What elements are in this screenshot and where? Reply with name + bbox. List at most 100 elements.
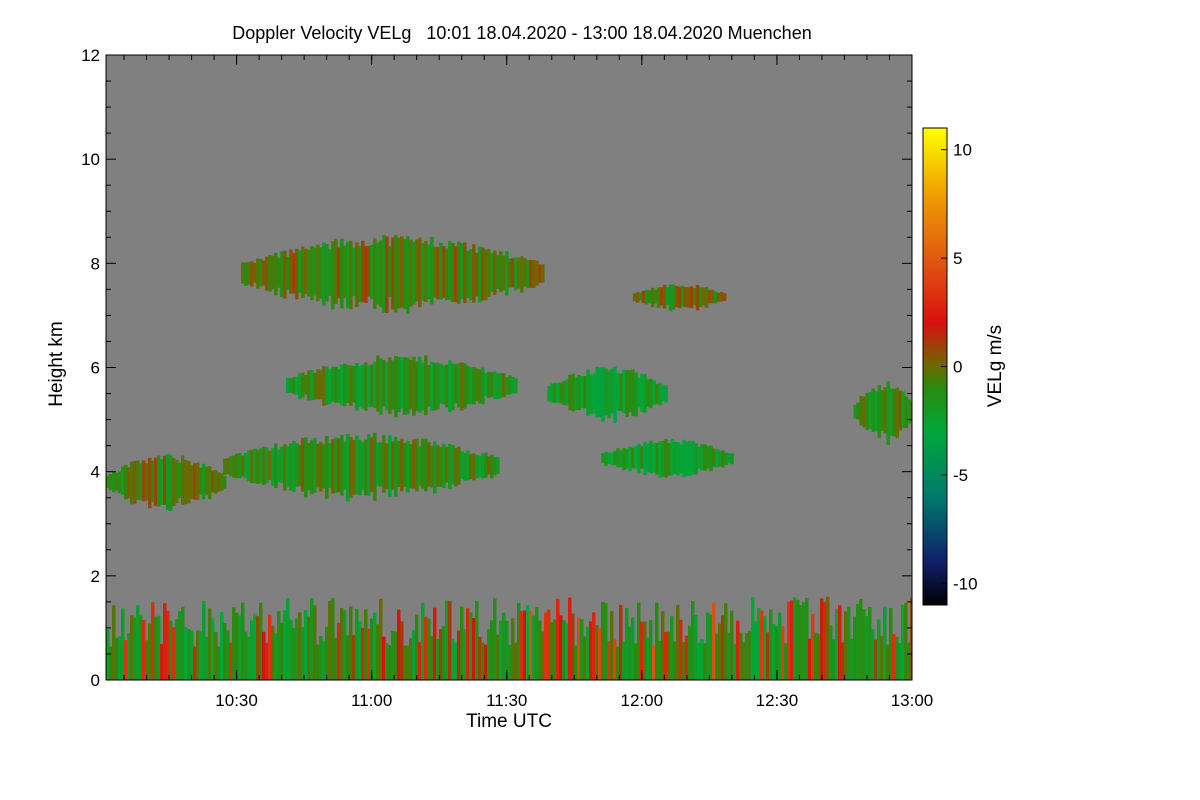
echo-cell xyxy=(680,285,685,307)
echo-cell xyxy=(322,242,326,306)
echo-cell xyxy=(910,402,912,423)
echo-cell xyxy=(883,387,887,434)
echo-cell xyxy=(430,445,434,488)
echo-cell xyxy=(424,438,428,492)
echo-cell xyxy=(160,643,164,680)
echo-cell xyxy=(178,611,182,680)
echo-cell xyxy=(650,287,655,308)
echo-cell xyxy=(418,446,422,486)
echo-cell xyxy=(850,638,854,680)
echo-cell xyxy=(268,450,272,481)
echo-cell xyxy=(250,620,254,680)
echo-cell xyxy=(529,260,533,288)
echo-cell xyxy=(199,631,203,680)
echo-cell xyxy=(493,457,497,476)
echo-cell xyxy=(514,378,518,394)
echo-cell xyxy=(631,369,635,416)
echo-cell xyxy=(463,242,467,304)
echo-cell xyxy=(739,632,743,680)
echo-cell xyxy=(454,642,458,680)
echo-cell xyxy=(698,287,703,307)
echo-cell xyxy=(157,455,161,507)
echo-cell xyxy=(205,466,209,495)
y-tick-label: 2 xyxy=(91,567,100,586)
echo-cell xyxy=(754,621,758,680)
echo-cell xyxy=(460,243,464,299)
echo-cell xyxy=(106,475,110,488)
echo-cell xyxy=(331,439,335,494)
echo-cell xyxy=(532,615,536,680)
echo-cell xyxy=(619,605,623,680)
echo-cell xyxy=(547,386,551,402)
echo-cell xyxy=(484,644,488,680)
echo-cell xyxy=(712,602,716,680)
x-tick-label: 11:00 xyxy=(351,691,392,710)
echo-cell xyxy=(295,376,299,395)
y-tick-label: 0 xyxy=(91,671,100,690)
echo-cell xyxy=(553,619,557,680)
echo-cell xyxy=(385,362,389,410)
echo-cell xyxy=(622,369,626,414)
echo-cell xyxy=(280,251,284,298)
echo-cell xyxy=(442,443,446,488)
echo-cell xyxy=(838,605,842,680)
echo-cell xyxy=(724,603,728,680)
echo-cell xyxy=(451,638,455,680)
echo-cell xyxy=(640,621,644,680)
echo-cell xyxy=(589,621,593,680)
echo-cell xyxy=(814,632,818,680)
echo-cell xyxy=(292,253,296,294)
echo-cell xyxy=(616,646,620,680)
echo-cell xyxy=(439,363,443,404)
echo-cell xyxy=(454,447,458,487)
echo-region-mid-cloud-3 xyxy=(601,438,734,478)
echo-cell xyxy=(382,235,386,313)
y-tick-label: 8 xyxy=(91,254,100,273)
echo-cell xyxy=(520,611,524,680)
echo-cell xyxy=(169,620,173,680)
echo-cell xyxy=(325,366,329,405)
echo-cell xyxy=(268,614,272,680)
echo-cell xyxy=(298,373,302,400)
echo-cell xyxy=(787,601,791,680)
echo-cell xyxy=(331,597,335,680)
echo-cell xyxy=(439,242,443,300)
echo-cell xyxy=(478,636,482,680)
echo-cell xyxy=(400,236,404,308)
echo-cell xyxy=(499,251,503,293)
echo-cell xyxy=(505,620,509,680)
echo-cell xyxy=(118,471,122,494)
echo-cell xyxy=(613,451,617,466)
echo-cell xyxy=(232,455,236,478)
echo-cell xyxy=(718,623,722,680)
echo-cell xyxy=(727,453,731,464)
echo-cell xyxy=(490,372,494,397)
echo-cell xyxy=(841,642,845,680)
echo-cell xyxy=(379,442,383,487)
echo-cell xyxy=(403,645,407,680)
echo-cell xyxy=(646,443,650,473)
echo-region-mid-cloud-4 xyxy=(853,381,912,445)
echo-cell xyxy=(394,631,398,680)
echo-cell xyxy=(265,642,269,680)
echo-cell xyxy=(832,639,836,680)
echo-cell xyxy=(322,641,326,680)
echo-cell xyxy=(307,370,311,401)
echo-cell xyxy=(274,633,278,680)
echo-cell xyxy=(688,440,692,476)
echo-cell xyxy=(406,645,410,680)
echo-cell xyxy=(586,369,590,416)
echo-cell xyxy=(736,620,740,680)
echo-cell xyxy=(517,602,521,680)
echo-cell xyxy=(310,370,314,401)
echo-cell xyxy=(853,616,857,680)
echo-cell xyxy=(526,605,530,680)
echo-cell xyxy=(691,441,695,475)
echo-cell xyxy=(652,380,656,405)
echo-cell xyxy=(901,391,905,429)
echo-cell xyxy=(409,239,413,307)
colorbar-tick-label: -5 xyxy=(953,466,968,485)
echo-cell xyxy=(635,292,640,303)
echo-cell xyxy=(709,614,713,680)
echo-cell xyxy=(520,256,524,293)
